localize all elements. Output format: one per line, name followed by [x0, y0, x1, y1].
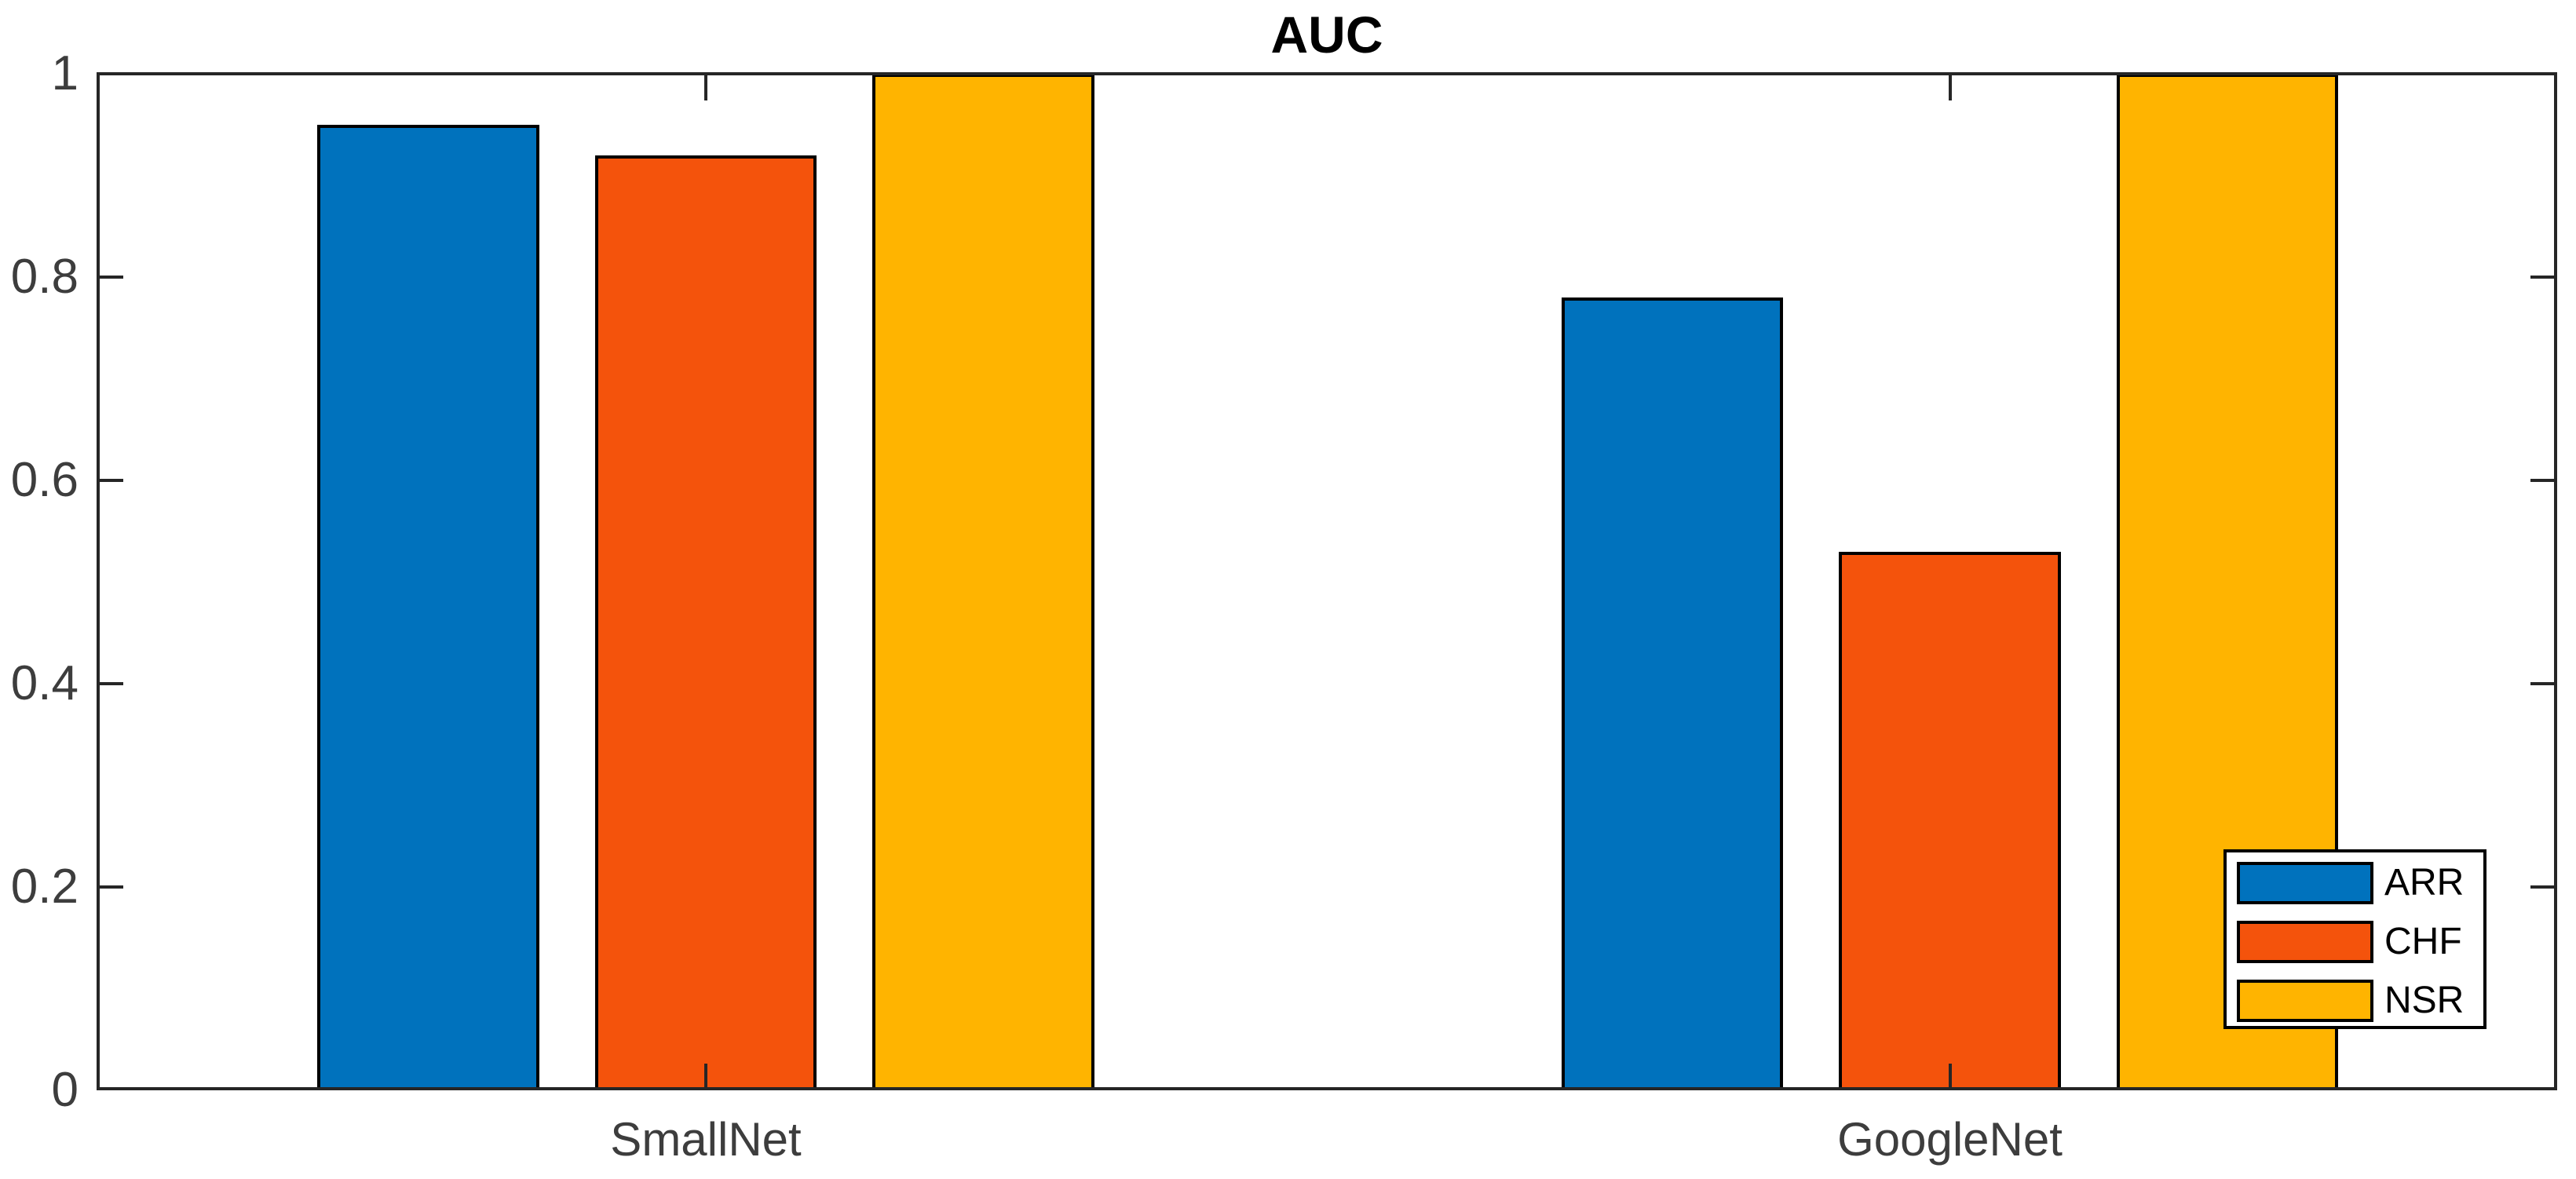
legend-label-arr: ARR	[2384, 862, 2465, 903]
bar-smallnet-arr	[317, 124, 539, 1090]
y-tick-label: 0.4	[10, 656, 79, 710]
legend-swatch-arr	[2237, 862, 2373, 904]
x-axis-label-smallnet: SmallNet	[610, 1113, 802, 1166]
legend-label-nsr: NSR	[2384, 980, 2465, 1021]
bar-googlenet-chf	[1839, 551, 2061, 1090]
bar-googlenet-arr	[1561, 297, 1784, 1090]
x-tick-top	[1948, 75, 1952, 100]
legend-swatch-nsr	[2237, 980, 2373, 1022]
y-tick-right	[2530, 276, 2554, 279]
y-tick-right	[2530, 682, 2554, 685]
chart-title: AUC	[1270, 5, 1383, 64]
legend-label-chf: CHF	[2384, 921, 2462, 962]
x-tick-top	[704, 75, 707, 100]
bar-smallnet-chf	[594, 155, 817, 1090]
y-tick-label: 0	[51, 1063, 79, 1117]
x-tick-bottom	[1948, 1064, 1952, 1089]
y-tick-label: 0.8	[10, 250, 79, 304]
y-tick-left	[100, 885, 123, 889]
y-tick-label: 1	[51, 46, 79, 100]
x-tick-bottom	[704, 1064, 707, 1089]
legend: ARR CHF NSR	[2223, 849, 2486, 1029]
y-tick-left	[100, 682, 123, 685]
y-tick-left	[100, 479, 123, 482]
y-tick-right	[2530, 479, 2554, 482]
y-tick-label: 0.2	[10, 860, 79, 914]
bar-smallnet-nsr	[872, 74, 1094, 1090]
legend-swatch-chf	[2237, 921, 2373, 963]
y-tick-right	[2530, 885, 2554, 889]
x-axis-label-googlenet: GoogleNet	[1837, 1113, 2063, 1166]
y-tick-label: 0.6	[10, 453, 79, 507]
y-tick-left	[100, 276, 123, 279]
